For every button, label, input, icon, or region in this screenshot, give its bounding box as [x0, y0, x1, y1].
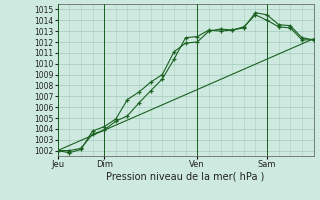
- X-axis label: Pression niveau de la mer( hPa ): Pression niveau de la mer( hPa ): [107, 172, 265, 182]
